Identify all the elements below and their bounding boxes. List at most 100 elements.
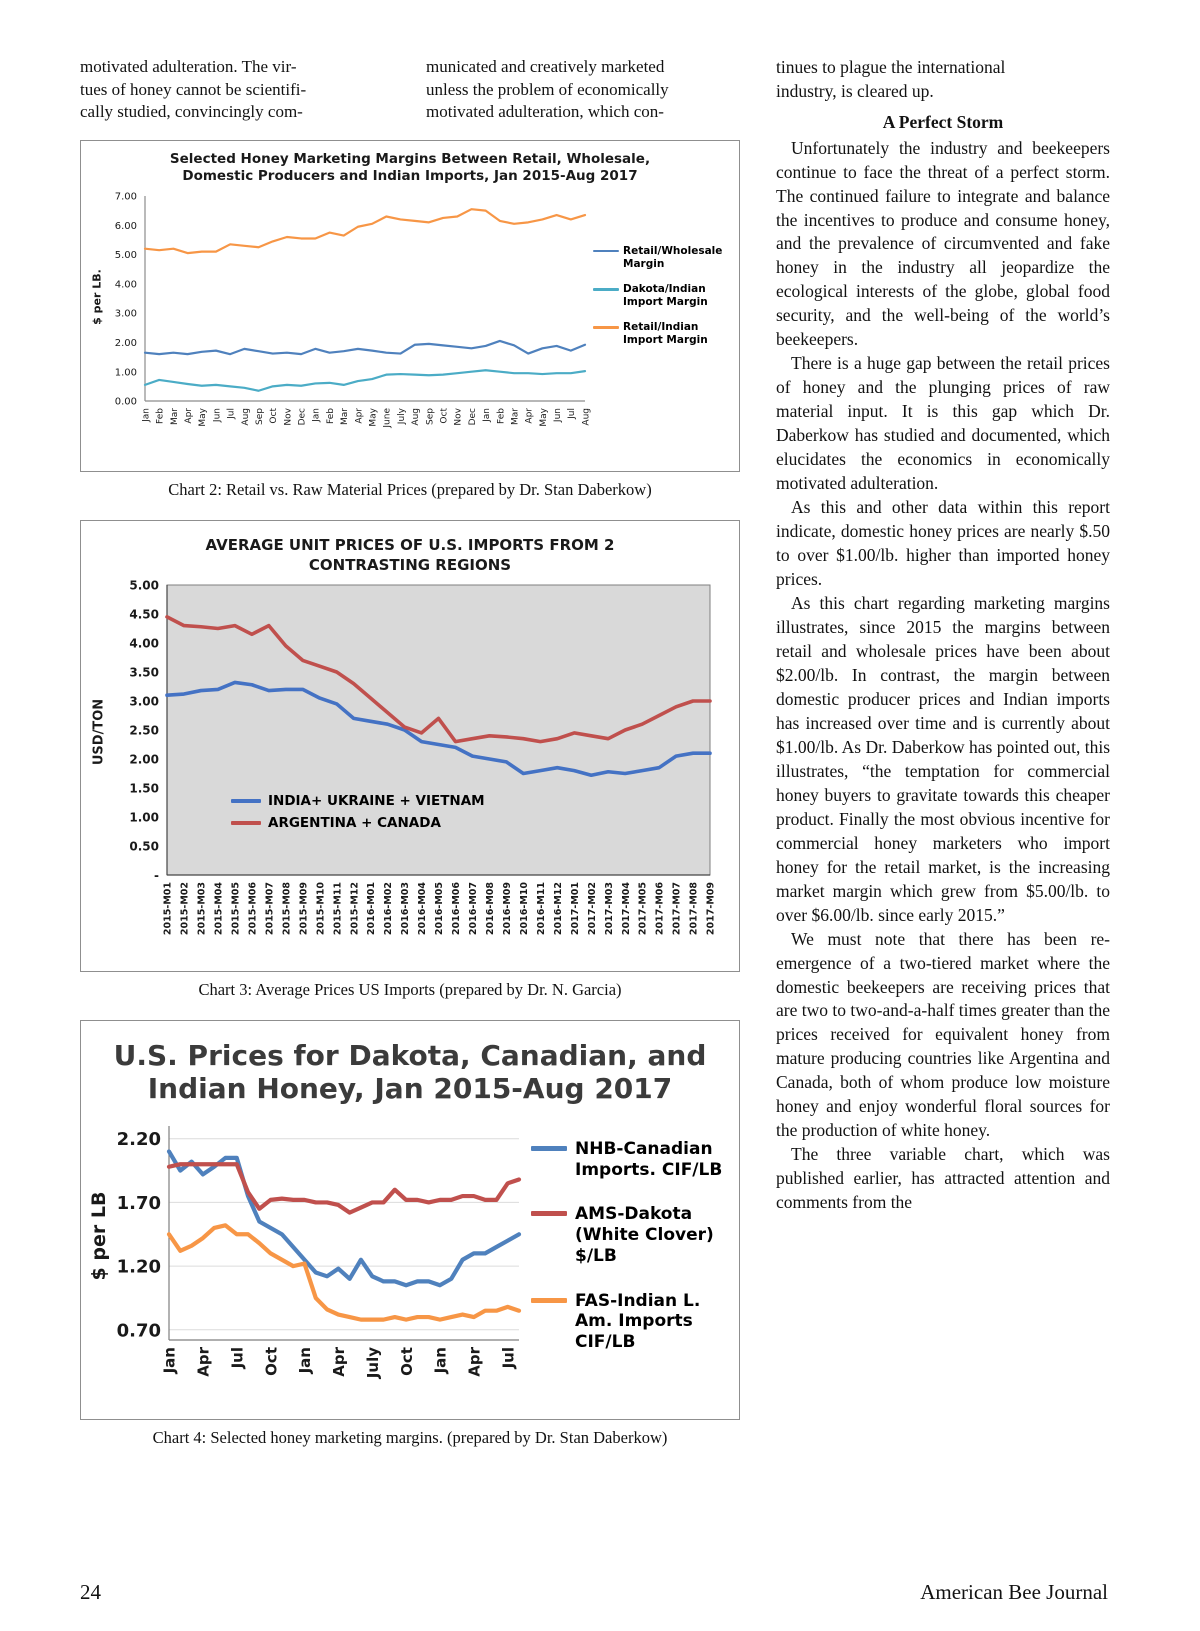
- svg-text:3.00: 3.00: [129, 695, 159, 709]
- svg-text:2017-M04: 2017-M04: [621, 882, 632, 935]
- svg-text:4.50: 4.50: [129, 608, 159, 622]
- svg-text:Aug: Aug: [581, 408, 591, 426]
- svg-text:Sep: Sep: [425, 408, 435, 425]
- legend-label: ARGENTINA + CANADA: [268, 815, 441, 832]
- page-footer: 24 American Bee Journal: [80, 1580, 1108, 1605]
- journal-name: American Bee Journal: [920, 1580, 1108, 1604]
- svg-text:0.00: 0.00: [115, 397, 137, 408]
- svg-text:6.00: 6.00: [115, 221, 137, 232]
- svg-text:-: -: [154, 869, 159, 883]
- svg-text:5.00: 5.00: [129, 579, 159, 592]
- chart2-container: Selected Honey Marketing Margins Between…: [80, 139, 740, 472]
- legend-line-swatch: [531, 1145, 567, 1151]
- article-paragraph: The three variable chart, which was publ…: [776, 1144, 1110, 1213]
- svg-text:2.20: 2.20: [117, 1129, 161, 1150]
- svg-text:1.70: 1.70: [117, 1193, 161, 1214]
- chart2-caption: Chart 2: Retail vs. Raw Material Prices …: [168, 479, 652, 499]
- legend-line-swatch: [531, 1211, 567, 1217]
- svg-text:2016-M06: 2016-M06: [451, 882, 462, 935]
- legend-label: AMS-Dakota (White Clover) $/LB: [575, 1204, 714, 1266]
- svg-text:2016-M07: 2016-M07: [468, 882, 479, 935]
- svg-text:2017-M01: 2017-M01: [570, 882, 581, 935]
- legend-item: Dakota/Indian Import Margin: [593, 283, 735, 309]
- svg-text:Aug: Aug: [411, 408, 421, 426]
- chart4-y-axis-label: $ per LB: [88, 1191, 110, 1281]
- legend-label: Retail/Wholesale Margin: [623, 244, 723, 270]
- legend-item: FAS-Indian L. Am. Imports CIF/LB: [531, 1291, 733, 1353]
- svg-text:2016-M05: 2016-M05: [434, 882, 445, 935]
- svg-text:May: May: [539, 407, 549, 426]
- svg-text:2.00: 2.00: [129, 753, 159, 767]
- svg-text:Jan: Jan: [141, 408, 151, 423]
- section-heading: A Perfect Storm: [882, 111, 1004, 132]
- svg-text:July: July: [364, 1347, 382, 1379]
- svg-text:Dec: Dec: [468, 408, 478, 425]
- svg-text:2015-M06: 2015-M06: [247, 882, 258, 935]
- svg-text:2015-M02: 2015-M02: [180, 882, 191, 935]
- svg-text:1.20: 1.20: [117, 1257, 161, 1278]
- intro-column-3: tinues to plague the international indus…: [776, 57, 1006, 101]
- svg-text:0.50: 0.50: [129, 840, 159, 854]
- svg-text:July: July: [397, 407, 407, 425]
- legend-label: NHB-Canadian Imports. CIF/LB: [575, 1138, 723, 1180]
- svg-text:3.00: 3.00: [115, 309, 137, 320]
- chart3-legend: INDIA+ UKRAINE + VIETNAM ARGENTINA + CANA…: [231, 793, 485, 837]
- svg-text:Oct: Oct: [439, 407, 449, 423]
- legend-item: NHB-Canadian Imports. CIF/LB: [531, 1139, 733, 1180]
- article-paragraph: As this and other data within this repor…: [776, 497, 1110, 590]
- svg-text:Mar: Mar: [510, 408, 520, 425]
- svg-text:2017-M09: 2017-M09: [706, 882, 717, 935]
- legend-line-swatch: [593, 249, 619, 253]
- svg-text:3.50: 3.50: [129, 666, 159, 680]
- chart4-title: U.S. Prices for Dakota, Canadian, and In…: [113, 1038, 707, 1106]
- chart2-title: Selected Honey Marketing Margins Between…: [169, 150, 651, 185]
- chart4-caption: Chart 4: Selected honey marketing margin…: [152, 1427, 668, 1447]
- legend-label: FAS-Indian L. Am. Imports CIF/LB: [575, 1290, 701, 1352]
- svg-text:2017-M03: 2017-M03: [604, 882, 615, 935]
- svg-text:Jun: Jun: [212, 408, 222, 423]
- svg-text:4.00: 4.00: [115, 279, 137, 290]
- svg-text:Nov: Nov: [454, 407, 464, 425]
- svg-text:2017-M05: 2017-M05: [638, 882, 649, 935]
- svg-text:7.00: 7.00: [115, 192, 137, 203]
- legend-label: Dakota/Indian Import Margin: [623, 283, 708, 309]
- svg-text:Jan: Jan: [432, 1347, 450, 1374]
- svg-text:2016-M03: 2016-M03: [400, 882, 411, 935]
- svg-text:Jul: Jul: [567, 408, 577, 420]
- legend-line-swatch: [231, 798, 261, 803]
- svg-text:0.70: 0.70: [117, 1320, 161, 1341]
- svg-text:2015-M10: 2015-M10: [315, 882, 326, 935]
- svg-text:Aug: Aug: [241, 408, 251, 426]
- svg-text:2016-M01: 2016-M01: [366, 882, 377, 935]
- svg-text:Jul: Jul: [499, 1347, 517, 1369]
- svg-text:2017-M02: 2017-M02: [587, 882, 598, 935]
- svg-text:2017-M07: 2017-M07: [672, 882, 683, 935]
- svg-text:Sep: Sep: [255, 408, 265, 425]
- svg-text:2016-M02: 2016-M02: [383, 882, 394, 935]
- svg-text:2015-M12: 2015-M12: [349, 882, 360, 935]
- legend-item: ARGENTINA + CANADA: [231, 815, 485, 831]
- legend-item: Retail/Wholesale Margin: [593, 245, 735, 271]
- svg-text:2016-M11: 2016-M11: [536, 882, 547, 935]
- svg-text:May: May: [198, 407, 208, 426]
- svg-text:Feb: Feb: [326, 408, 336, 424]
- chart3-plot: 5.00 4.50 4.00 3.50 3.00 2.50 2.00 1.50 1.00 0.50…: [83, 579, 739, 964]
- article-column: tinues to plague the international indus…: [776, 56, 1110, 1468]
- svg-text:2015-M09: 2015-M09: [298, 882, 309, 935]
- svg-text:2015-M07: 2015-M07: [264, 882, 275, 935]
- svg-text:Mar: Mar: [340, 408, 350, 425]
- left-section: motivated adulteration. The vir- tues of…: [80, 56, 740, 1468]
- page-content: motivated adulteration. The vir- tues of…: [80, 56, 1110, 1468]
- svg-text:Mar: Mar: [170, 408, 180, 425]
- chart3-caption: Chart 3: Average Prices US Imports (prep…: [198, 979, 622, 999]
- chart2-y-axis-label: $ per LB.: [90, 269, 104, 325]
- svg-text:2016-M09: 2016-M09: [502, 882, 513, 935]
- legend-line-swatch: [531, 1297, 567, 1303]
- svg-text:Apr: Apr: [354, 408, 364, 424]
- legend-item: AMS-Dakota (White Clover) $/LB: [531, 1204, 733, 1266]
- chart2-legend: Retail/Wholesale Margin Dakota/Indian Imp…: [593, 245, 735, 360]
- svg-text:2015-M08: 2015-M08: [281, 882, 292, 935]
- svg-text:Jan: Jan: [161, 1347, 179, 1374]
- svg-text:1.00: 1.00: [129, 811, 159, 825]
